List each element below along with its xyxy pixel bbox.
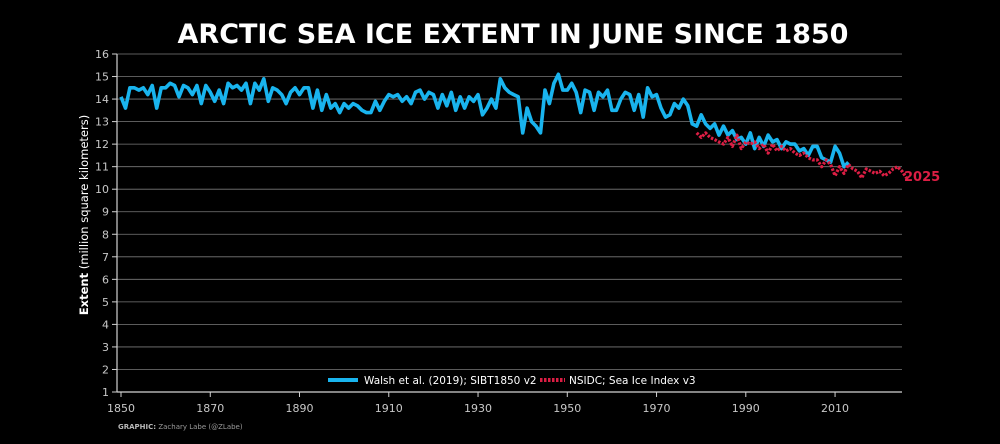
legend-entry-nsidc: NSIDC; Sea Ice Index v3 [569,375,696,387]
y-tick-label-8: 8 [102,228,109,241]
y-tick-label-10: 10 [95,183,109,196]
chart-title: ARCTIC SEA ICE EXTENT IN JUNE SINCE 1850 [178,19,849,50]
y-tick-label-6: 6 [102,273,109,286]
x-tick-label-2010: 2010 [821,402,849,415]
y-tick-label-5: 5 [102,296,109,309]
credit-rest: Zachary Labe (@ZLabe) [156,423,243,431]
x-tick-label-1870: 1870 [196,402,224,415]
y-tick-label-13: 13 [95,116,109,129]
y-tick-label-3: 3 [102,341,109,354]
x-tick-label-1990: 1990 [732,402,760,415]
y-tick-label-15: 15 [95,71,109,84]
x-tick-label-1970: 1970 [643,402,671,415]
y-tick-label-4: 4 [102,318,109,331]
y-tick-label-16: 16 [95,48,109,61]
x-tick-label-1890: 1890 [286,402,314,415]
series-line-walsh [119,72,850,169]
y-tick-label-9: 9 [102,206,109,219]
axes [116,54,902,393]
y-tick-label-7: 7 [102,251,109,264]
y-axis-label-bold: Extent [77,272,91,315]
credit-bold: GRAPHIC: [118,423,156,431]
x-tick-label-1910: 1910 [375,402,403,415]
series-lines [119,72,908,180]
x-tick-label-1930: 1930 [464,402,492,415]
grid-lines [117,53,902,370]
y-tick-label-14: 14 [95,93,109,106]
graphic-credit: GRAPHIC: Zachary Labe (@ZLabe) [118,423,243,431]
end-year-label: 2025 [904,170,940,185]
x-tick-label-1850: 1850 [107,402,135,415]
y-tick-label-12: 12 [95,138,109,151]
y-axis-label: Extent (million square kilometers) [77,115,91,315]
y-tick-label-11: 11 [95,161,109,174]
series-line-nsidc [695,131,908,180]
y-axis-label-rest: (million square kilometers) [77,115,91,273]
x-tick-label-1950: 1950 [553,402,581,415]
legend: Walsh et al. (2019); SIBT1850 v2 NSIDC; … [328,375,696,387]
x-tick-labels: 1850 1870 1890 1910 1930 1950 1970 1990 2010 [107,392,849,415]
y-tick-label-1: 1 [102,386,109,399]
y-tick-label-2: 2 [102,363,109,376]
legend-entry-walsh: Walsh et al. (2019); SIBT1850 v2 [364,375,537,387]
